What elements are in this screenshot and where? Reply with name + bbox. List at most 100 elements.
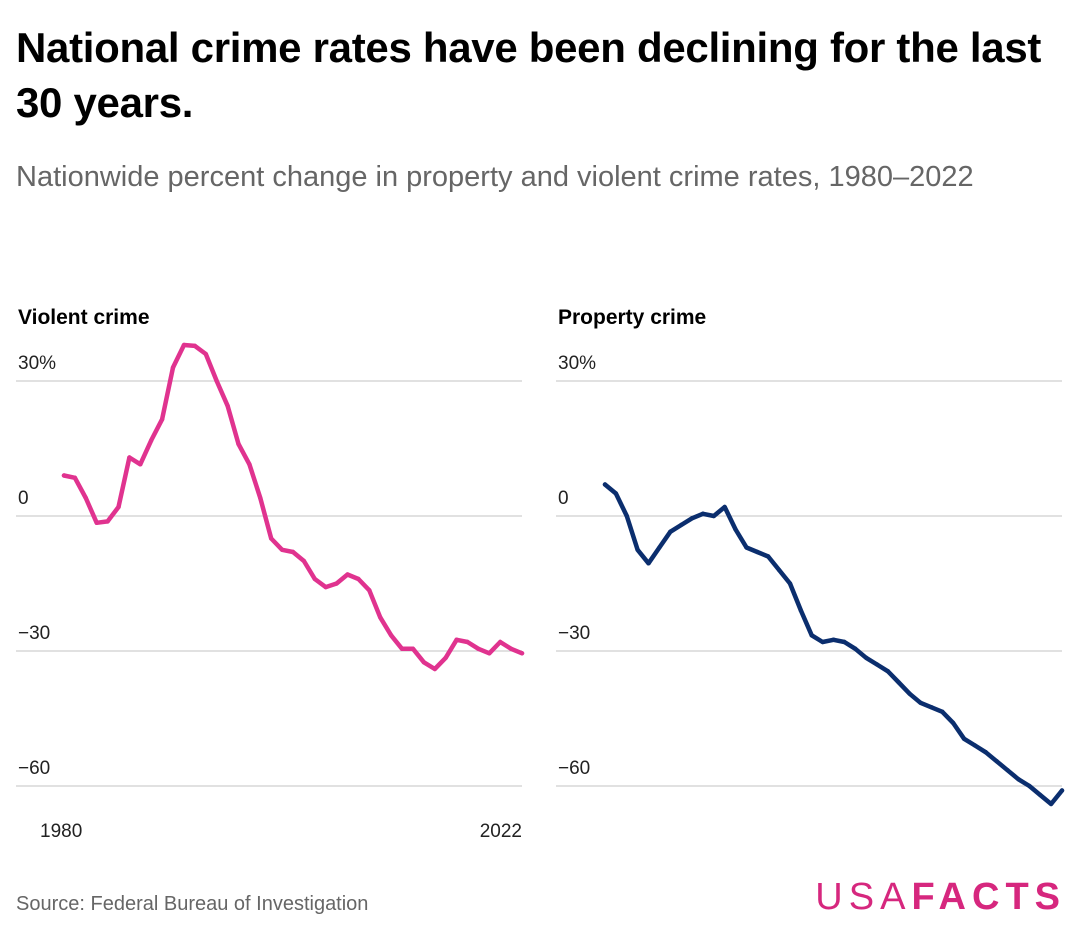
property-data-point [657, 545, 662, 550]
violent-data-point [192, 343, 198, 349]
page-subtitle: Nationwide percent change in property an… [16, 161, 974, 193]
property-y-tick-label: −60 [558, 758, 590, 779]
property-data-point [972, 743, 978, 748]
usafacts-logo: USAFACTS [815, 876, 1066, 919]
violent-data-point [258, 495, 263, 501]
violent-y-tick-label: 0 [18, 488, 29, 509]
property-data-point [1048, 801, 1054, 807]
violent-data-point [301, 558, 307, 564]
violent-data-point [421, 660, 427, 665]
property-data-point [689, 516, 695, 521]
violent-crime-panel-title: Violent crime [18, 306, 150, 329]
property-data-point [1038, 792, 1043, 798]
property-data-point [711, 513, 717, 519]
violent-data-point [105, 519, 110, 524]
violent-data-point [247, 462, 252, 467]
property-data-point [940, 709, 945, 714]
property-data-point [733, 527, 738, 532]
property-data-point [755, 549, 760, 555]
property-data-point [950, 720, 956, 726]
property-data-point [744, 545, 749, 550]
source-note: Source: Federal Bureau of Investigation [16, 893, 369, 915]
property-data-point [961, 736, 967, 741]
property-data-point [602, 482, 608, 487]
property-data-point [678, 522, 684, 528]
property-crime-series-line [602, 482, 1065, 807]
violent-data-point [225, 403, 230, 408]
violent-data-point [432, 666, 437, 672]
violent-data-point [94, 520, 99, 525]
violent-data-point [61, 473, 67, 478]
page-title: National crime rates have been declining… [16, 24, 1042, 126]
violent-data-point [345, 572, 350, 577]
property-data-point [766, 554, 771, 559]
violent-data-point [508, 646, 514, 651]
violent-data-point [519, 651, 525, 656]
property-data-point [820, 639, 825, 645]
property-data-point [853, 646, 858, 651]
property-data-point [929, 705, 934, 710]
property-crime-panel-title: Property crime [558, 306, 707, 329]
property-data-point [635, 547, 640, 552]
violent-data-point [279, 547, 285, 552]
property-data-point [831, 637, 836, 642]
property-data-point [646, 561, 651, 566]
violent-data-point [388, 633, 394, 638]
violent-data-point [497, 639, 503, 645]
violent-data-point [476, 646, 481, 651]
property-y-tick-label: 30% [558, 353, 596, 374]
violent-data-point [116, 504, 121, 510]
property-data-point [1005, 768, 1010, 773]
property-data-point [842, 639, 847, 645]
property-data-point [1059, 788, 1065, 793]
logo-text-usa: USA [815, 876, 912, 918]
property-data-point [613, 491, 619, 496]
logo-text-facts: FACTS [911, 876, 1066, 918]
property-data-point [624, 513, 629, 519]
property-data-point [1027, 783, 1032, 789]
property-data-point [863, 655, 869, 660]
violent-data-point [127, 455, 132, 460]
violent-data-point [454, 637, 459, 642]
violent-data-point [378, 615, 383, 620]
violent-data-point [203, 351, 208, 357]
property-data-point [776, 567, 782, 573]
property-data-point [668, 529, 673, 534]
violent-data-point [149, 438, 154, 443]
violent-data-point [214, 378, 219, 384]
property-data-point [896, 680, 901, 685]
violent-crime-series-line [61, 342, 525, 672]
violent-data-point [72, 475, 78, 480]
violent-x-tick-label: 2022 [480, 821, 522, 842]
property-data-point [874, 662, 880, 667]
violent-data-point [334, 581, 339, 586]
violent-data-point [268, 536, 274, 541]
violent-data-point [181, 342, 187, 348]
violent-data-point [410, 646, 416, 651]
property-data-point [885, 669, 891, 674]
violent-data-point [465, 639, 470, 645]
violent-data-point [159, 417, 165, 422]
violent-data-point [312, 576, 318, 582]
property-y-tick-label: −30 [558, 623, 590, 644]
violent-data-point [236, 441, 241, 447]
property-y-tick-label: 0 [558, 488, 569, 509]
property-data-point [722, 504, 727, 510]
violent-y-tick-label: −30 [18, 623, 50, 644]
property-data-point [994, 759, 999, 764]
property-data-point [918, 700, 923, 705]
violent-data-point [443, 655, 448, 660]
property-data-point [983, 750, 989, 755]
violent-x-tick-label: 1980 [40, 821, 82, 842]
violent-data-point [399, 646, 405, 651]
violent-y-tick-label: −60 [18, 758, 50, 779]
violent-data-point [290, 549, 296, 555]
violent-data-point [170, 365, 176, 370]
property-data-point [787, 581, 793, 586]
violent-data-point [83, 495, 89, 501]
violent-data-point [356, 576, 361, 582]
property-data-point [700, 511, 706, 516]
violent-y-tick-label: 30% [18, 353, 56, 374]
violent-data-point [323, 584, 328, 590]
